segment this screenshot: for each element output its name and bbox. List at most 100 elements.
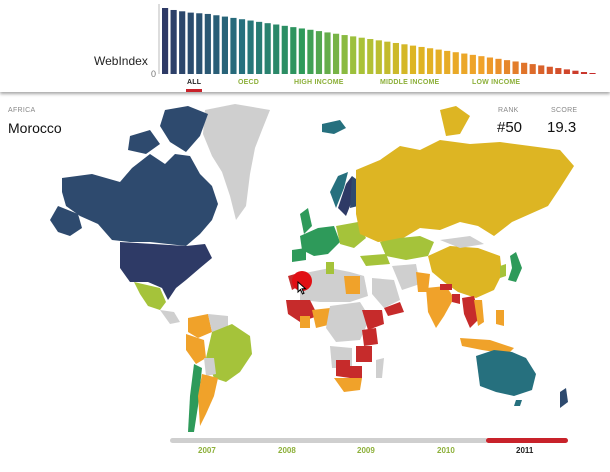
webindex-bar[interactable] [555,68,562,74]
map-saudi[interactable] [372,278,400,308]
year-2007[interactable]: 2007 [198,446,216,455]
map-ghana[interactable] [300,316,310,328]
webindex-bar[interactable] [384,41,391,74]
map-uk[interactable] [300,208,312,234]
map-colombia[interactable] [188,314,212,338]
map-japan[interactable] [508,252,522,282]
webindex-bar[interactable] [341,35,348,74]
webindex-bar[interactable] [452,52,459,74]
webindex-bar[interactable] [238,19,246,74]
map-kazakhstan[interactable] [380,236,434,260]
map-china[interactable] [428,246,502,298]
map-mongolia[interactable] [440,236,484,248]
map-indonesia[interactable] [460,338,514,354]
webindex-bar[interactable] [290,27,297,74]
webindex-bar[interactable] [350,36,357,74]
map-central-america[interactable] [160,310,180,324]
webindex-bar[interactable] [196,13,203,75]
webindex-bar[interactable] [444,50,451,74]
map-yemen[interactable] [384,302,404,316]
webindex-bar[interactable] [486,57,494,75]
webindex-bar[interactable] [230,17,237,74]
webindex-bar[interactable] [546,66,553,74]
webindex-bar[interactable] [179,11,186,75]
webindex-bar[interactable] [512,61,519,74]
webindex-bar[interactable] [521,62,528,74]
webindex-bar[interactable] [264,23,271,74]
map-greenland[interactable] [203,104,270,220]
map-philippines[interactable] [496,310,504,326]
map-canada-islands-2[interactable] [128,130,160,154]
map-egypt[interactable] [344,276,360,294]
webindex-bar[interactable] [256,21,263,74]
filter-middle-income[interactable]: MIDDLE INCOME [380,79,440,86]
year-2011[interactable]: 2011 [516,446,534,455]
webindex-bar[interactable] [315,31,323,75]
map-usa[interactable] [120,242,212,300]
webindex-bar[interactable] [332,33,340,74]
filter-low-income[interactable]: LOW INCOME [472,79,521,86]
map-kenya[interactable] [362,328,378,346]
webindex-bar[interactable] [324,32,331,74]
webindex-bar[interactable] [563,69,570,74]
map-bangladesh[interactable] [452,294,460,304]
timeline-track[interactable] [170,438,488,443]
map-canada-islands[interactable] [160,106,208,152]
webindex-bar[interactable] [221,16,228,74]
webindex-bar[interactable] [418,46,425,74]
map-iberia[interactable] [292,248,306,262]
map-turkey[interactable] [360,254,390,266]
webindex-bar[interactable] [392,42,399,74]
map-south-africa[interactable] [334,378,362,392]
webindex-bar[interactable] [461,53,468,74]
webindex-bar[interactable] [213,15,220,74]
map-iceland[interactable] [322,120,346,134]
timeline-selected-range[interactable] [486,438,568,443]
webindex-bar[interactable] [427,48,434,74]
webindex-bar[interactable] [478,56,485,74]
map-canada[interactable] [62,154,218,246]
webindex-bar[interactable] [358,37,365,74]
map-venezuela[interactable] [208,314,228,332]
webindex-bar[interactable] [170,9,177,75]
map-sweden[interactable] [338,176,354,216]
map-argentina[interactable] [198,374,218,426]
map-pakistan[interactable] [416,272,430,292]
map-mexico[interactable] [134,282,166,310]
webindex-bar[interactable] [409,45,417,74]
map-chile[interactable] [188,364,202,432]
map-iran[interactable] [392,264,420,290]
year-2010[interactable]: 2010 [437,446,455,455]
webindex-bar[interactable] [247,20,254,74]
selected-country-marker[interactable] [292,271,312,291]
filter-high-income[interactable]: HIGH INCOME [294,79,344,86]
map-tasmania[interactable] [514,400,522,406]
map-bolivia[interactable] [204,358,216,376]
map-nepal[interactable] [440,284,452,290]
webindex-bar[interactable] [435,49,442,74]
map-ethiopia[interactable] [362,310,384,330]
webindex-bar[interactable] [589,73,596,74]
webindex-bar[interactable] [281,25,288,74]
map-central-africa[interactable] [326,302,370,342]
year-2009[interactable]: 2009 [357,446,375,455]
map-russia[interactable] [356,140,574,242]
map-peru[interactable] [186,334,206,364]
map-vietnam[interactable] [474,300,484,326]
webindex-bar[interactable] [273,24,280,75]
map-western-europe[interactable] [300,226,340,256]
webindex-bar[interactable] [503,60,511,74]
webindex-bar[interactable] [538,65,545,74]
map-australia[interactable] [476,350,536,396]
map-tanzania[interactable] [356,346,372,362]
webindex-bar[interactable] [572,70,579,74]
map-madagascar[interactable] [376,358,384,378]
webindex-bar[interactable] [375,40,382,74]
map-russia-islands[interactable] [440,106,470,136]
map-eastern-europe[interactable] [336,222,366,248]
webindex-bar[interactable] [580,72,588,74]
webindex-bar[interactable] [204,13,211,75]
filter-oecd[interactable]: OECD [238,79,260,86]
map-india[interactable] [426,286,454,328]
webindex-bar[interactable] [401,44,408,74]
